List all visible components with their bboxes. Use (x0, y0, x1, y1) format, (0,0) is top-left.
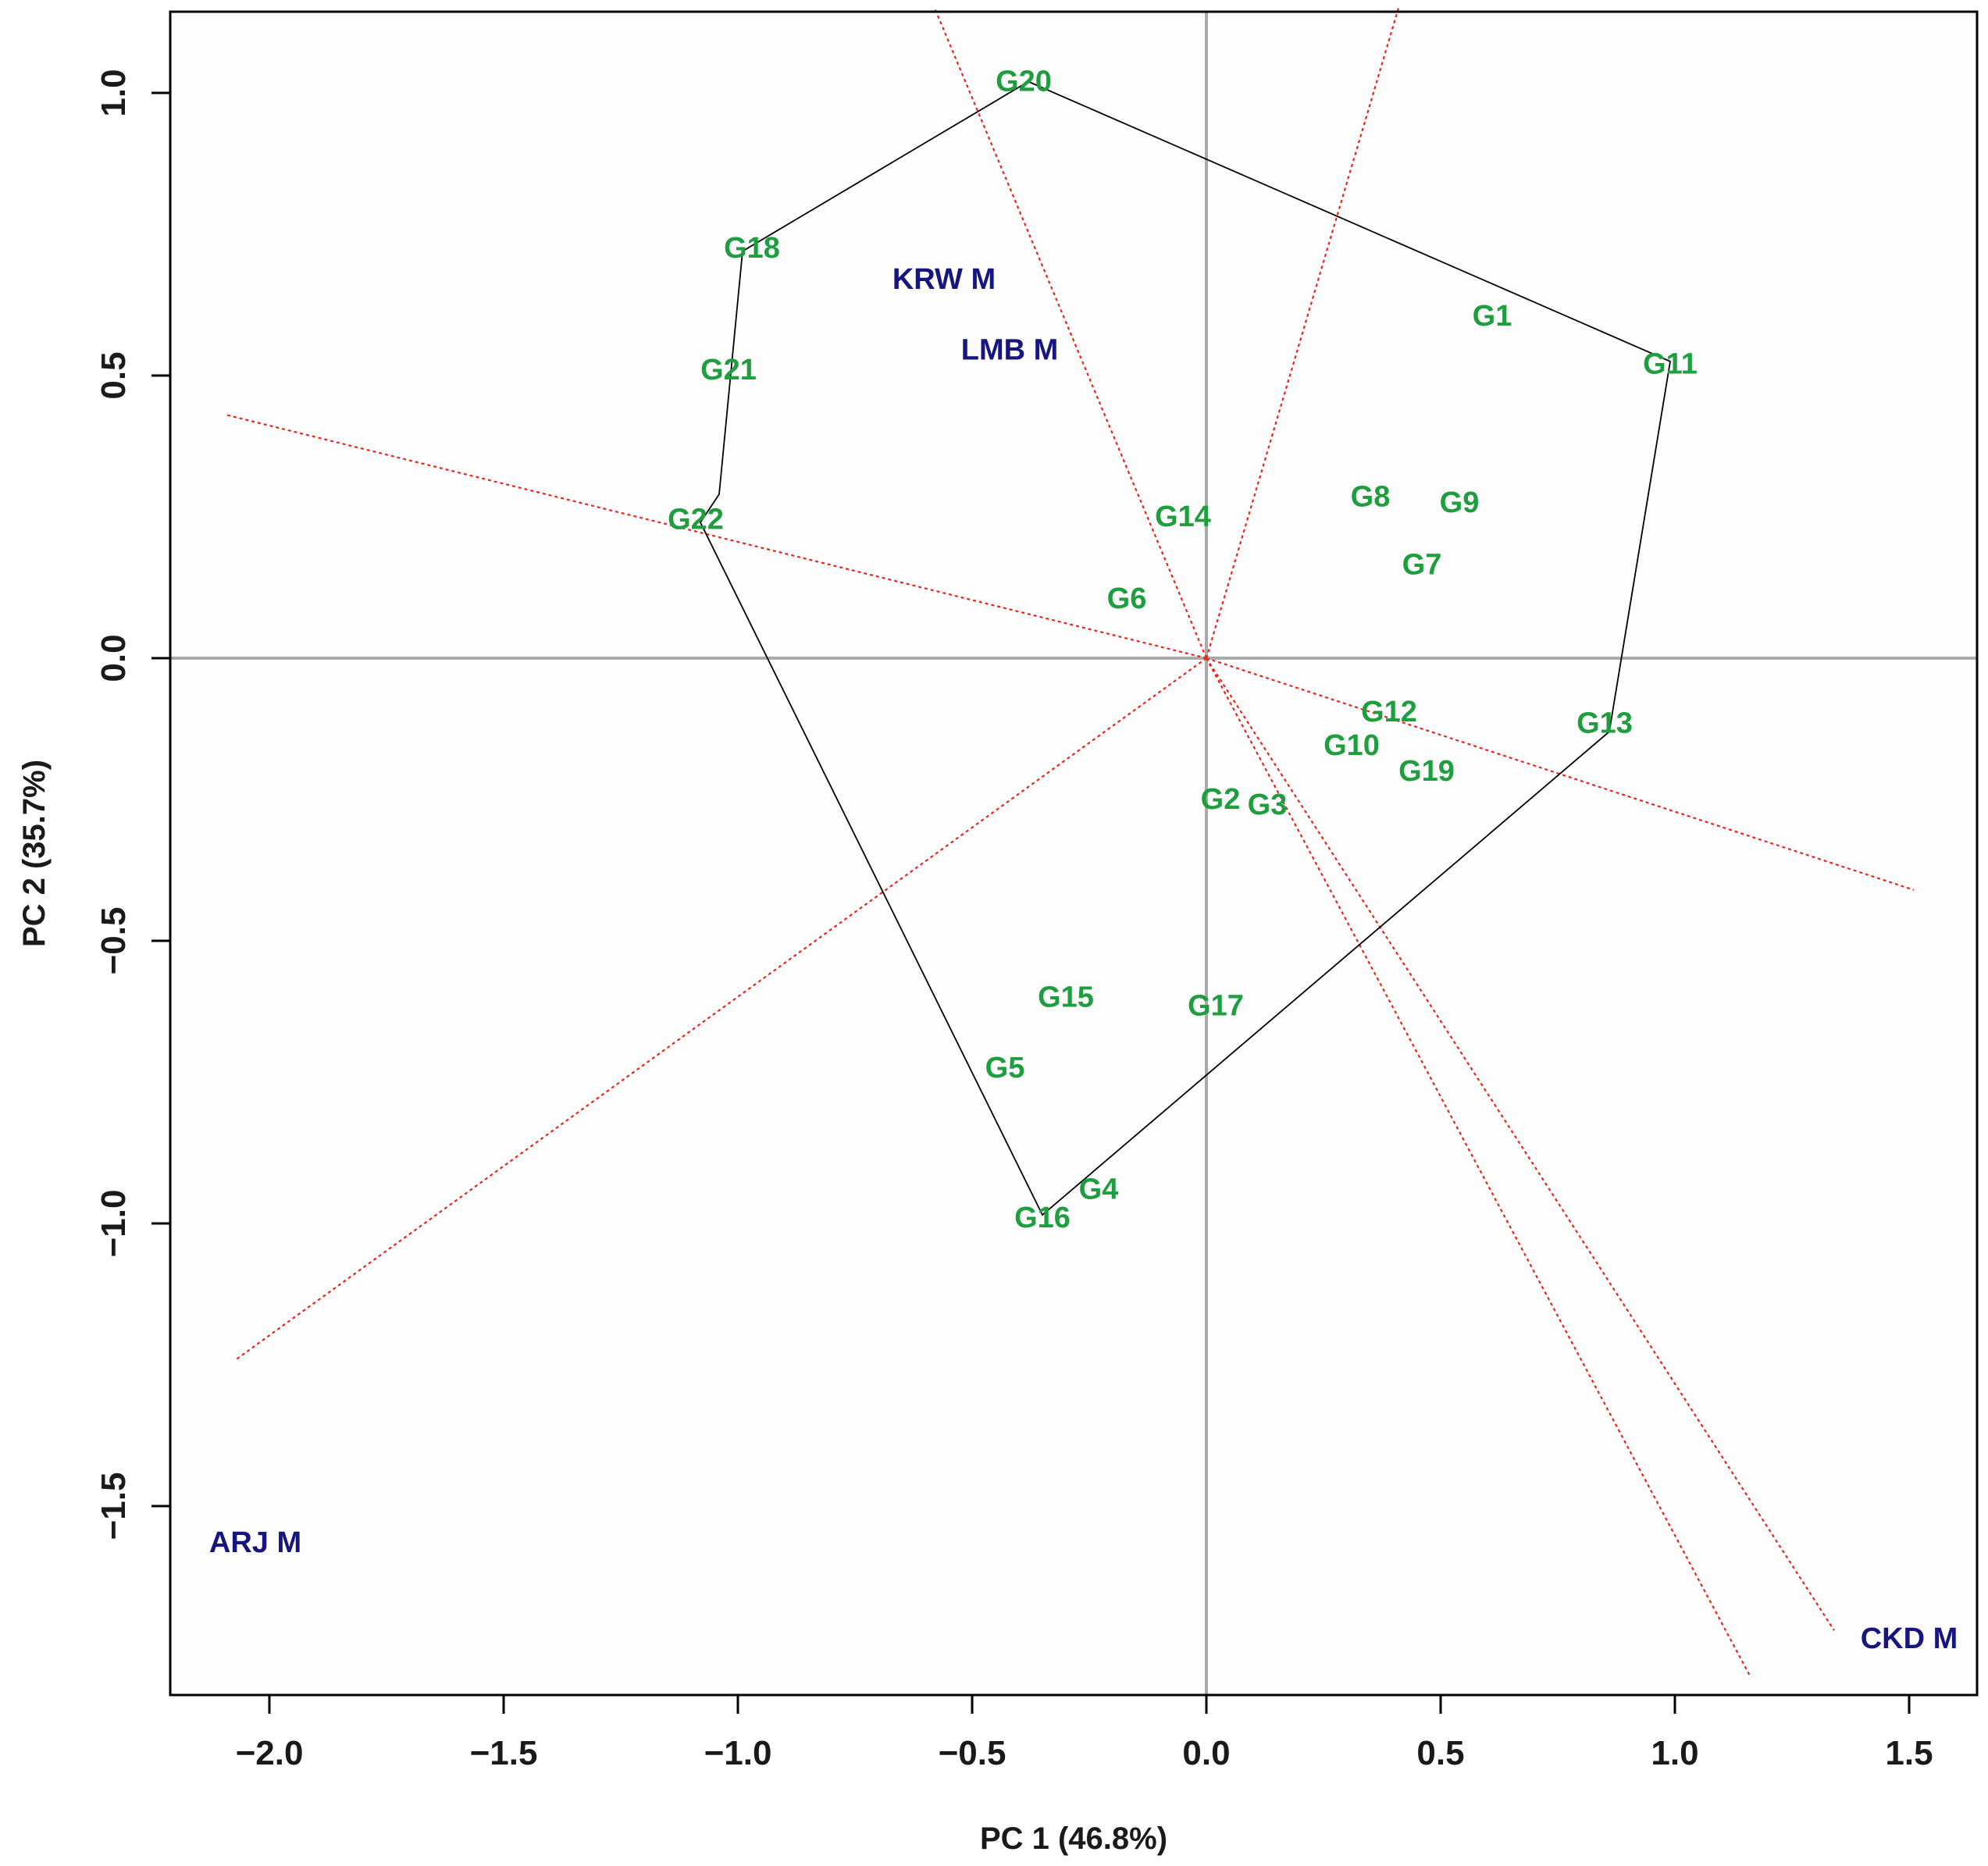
x-tick-label: 1.0 (1651, 1734, 1698, 1772)
x-tick-label: −1.5 (470, 1734, 538, 1772)
y-axis-ticks: −1.5 −1.0 −0.5 0.0 0.5 1.0 (94, 69, 170, 1540)
convex-hull-polygon (699, 80, 1672, 1216)
genotype-label-g18: G18 (724, 232, 780, 265)
genotype-labels: G1 G2 G3 G4 G5 G6 G7 G8 G9 G10 G11 G12 G13 G14 G15 G16 G… (668, 66, 1698, 1234)
sector-ray-5 (1206, 657, 1751, 1676)
sector-ray-4 (1206, 657, 1835, 1631)
genotype-label-g2: G2 (1201, 783, 1241, 816)
y-axis-title: PC 2 (35.7%) (17, 760, 52, 947)
genotype-label-g22: G22 (668, 504, 724, 536)
y-tick-label: −1.0 (94, 1190, 133, 1258)
genotype-label-g1: G1 (1473, 300, 1512, 333)
genotype-label-g10: G10 (1324, 729, 1380, 762)
genotype-label-g16: G16 (1014, 1202, 1071, 1234)
genotype-label-g9: G9 (1440, 486, 1480, 519)
sector-ray-1 (933, 7, 1208, 659)
genotype-label-g11: G11 (1643, 348, 1698, 381)
genotype-label-g8: G8 (1351, 481, 1391, 514)
x-tick-label: −0.5 (939, 1734, 1006, 1772)
y-tick-label: −1.5 (94, 1473, 133, 1540)
x-tick-label: 1.5 (1885, 1734, 1933, 1772)
sector-ray-3 (1206, 657, 1915, 891)
y-tick-label: −0.5 (94, 907, 133, 975)
genotype-label-g13: G13 (1577, 707, 1633, 739)
x-tick-label: −2.0 (236, 1734, 304, 1772)
genotype-label-g20: G20 (996, 66, 1052, 98)
genotype-label-g5: G5 (985, 1052, 1025, 1084)
genotype-label-g12: G12 (1361, 696, 1417, 728)
sector-ray-2 (1205, 8, 1400, 659)
genotype-label-g17: G17 (1188, 989, 1244, 1022)
x-tick-label: 0.0 (1182, 1734, 1230, 1772)
x-tick-label: 0.5 (1416, 1734, 1464, 1772)
genotype-label-g19: G19 (1398, 755, 1455, 788)
environment-label-arj-m: ARJ M (209, 1526, 301, 1559)
environment-label-ckd-m: CKD M (1861, 1622, 1958, 1655)
genotype-label-g14: G14 (1155, 500, 1211, 533)
y-tick-label: 0.0 (94, 634, 133, 682)
x-axis-title: PC 1 (46.8%) (980, 1821, 1167, 1856)
x-axis-ticks: −2.0 −1.5 −1.0 −0.5 0.0 0.5 1.0 1.5 (236, 1695, 1933, 1772)
sector-rays (226, 7, 1915, 1676)
reference-axes (170, 12, 1977, 1695)
y-tick-label: 0.5 (94, 351, 133, 399)
genotype-label-g15: G15 (1038, 981, 1094, 1013)
plot-frame (169, 10, 1979, 1697)
convex-hull (699, 80, 1672, 1216)
environment-labels: KRW M LMB M ARJ M CKD M (209, 263, 1958, 1655)
genotype-label-g3: G3 (1248, 789, 1288, 821)
y-tick-label: 1.0 (94, 69, 133, 116)
environment-label-lmb-m: LMB M (961, 333, 1059, 366)
environment-label-krw-m: KRW M (892, 263, 996, 296)
genotype-label-g21: G21 (700, 354, 757, 386)
genotype-label-g7: G7 (1402, 549, 1442, 582)
genotype-label-g6: G6 (1107, 582, 1147, 615)
x-tick-label: −1.0 (704, 1734, 772, 1772)
plot-area-background (170, 12, 1977, 1695)
genotype-label-g4: G4 (1079, 1173, 1119, 1206)
